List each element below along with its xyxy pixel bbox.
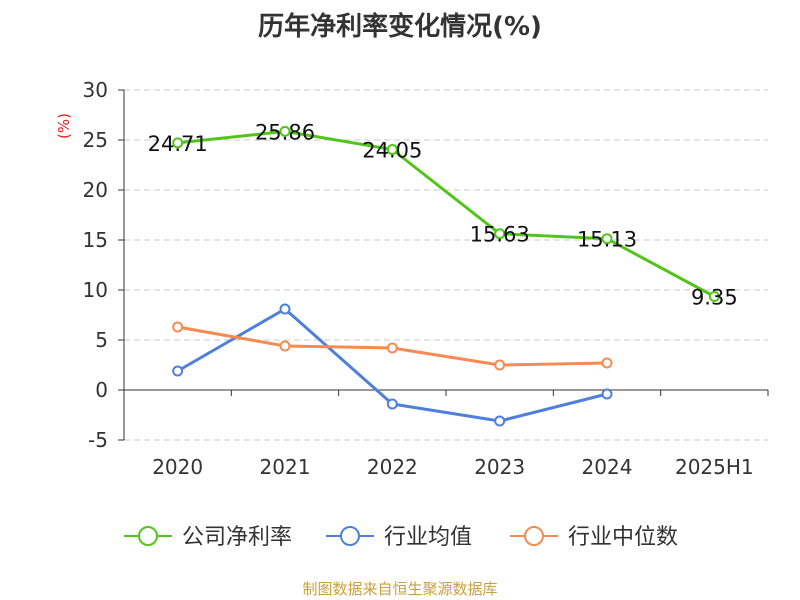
legend-marker <box>340 526 360 546</box>
data-label: 15.13 <box>577 228 637 252</box>
legend-marker <box>524 526 544 546</box>
data-label: 9.35 <box>691 286 738 310</box>
data-point <box>386 398 398 410</box>
legend: 公司净利率 行业均值 行业中位数 <box>124 525 678 550</box>
data-point <box>279 340 291 352</box>
legend-label: 公司净利率 <box>182 525 292 550</box>
data-point <box>494 359 506 371</box>
y-axis-title: (%) <box>55 113 73 139</box>
data-point <box>494 228 506 240</box>
data-source-note: 制图数据来自恒生聚源数据库 <box>302 580 498 598</box>
data-point <box>601 388 613 400</box>
data-label: 24.71 <box>148 132 208 156</box>
x-tick-label: 2023 <box>474 455 525 479</box>
legend-label: 行业均值 <box>384 525 472 550</box>
data-point <box>601 357 613 369</box>
data-point <box>601 233 613 245</box>
data-point <box>386 342 398 354</box>
y-tick-label: 0 <box>95 378 108 402</box>
axes: 30 25 20 15 10 5 0 -5 2020 2021 2022 2023 2024 2025H1… <box>55 78 769 479</box>
legend-marker <box>138 526 158 546</box>
y-tick-label: 25 <box>83 128 108 152</box>
x-tick-label: 2021 <box>260 455 311 479</box>
data-point <box>386 144 398 155</box>
series-group <box>172 125 720 427</box>
x-tick-label: 2024 <box>582 455 633 479</box>
data-label: 25.86 <box>255 120 315 144</box>
x-tick-label: 2025H1 <box>675 455 754 479</box>
y-tick-label: 15 <box>83 228 108 252</box>
y-tick-label: 10 <box>83 278 108 302</box>
series-line <box>177 129 716 298</box>
data-label: 24.05 <box>362 139 422 163</box>
data-point <box>494 415 506 427</box>
data-point <box>172 365 184 377</box>
y-tick-label: 20 <box>83 178 108 202</box>
grid-lines <box>124 89 768 441</box>
y-tick-label: -5 <box>88 428 108 452</box>
data-point <box>279 303 291 315</box>
x-tick-label: 2020 <box>152 455 203 479</box>
data-label: 15.63 <box>470 223 530 247</box>
data-point <box>172 321 184 333</box>
y-tick-label: 30 <box>83 78 108 102</box>
data-point <box>279 125 291 137</box>
data-labels: 24.71 25.86 24.05 15.63 15.13 9.35 <box>148 120 738 309</box>
data-point <box>172 137 184 149</box>
data-point <box>708 291 720 302</box>
y-tick-label: 5 <box>95 328 108 352</box>
x-tick-label: 2022 <box>367 455 418 479</box>
chart-title: 历年净利率变化情况(%) <box>258 12 542 42</box>
legend-label: 行业中位数 <box>568 525 678 550</box>
